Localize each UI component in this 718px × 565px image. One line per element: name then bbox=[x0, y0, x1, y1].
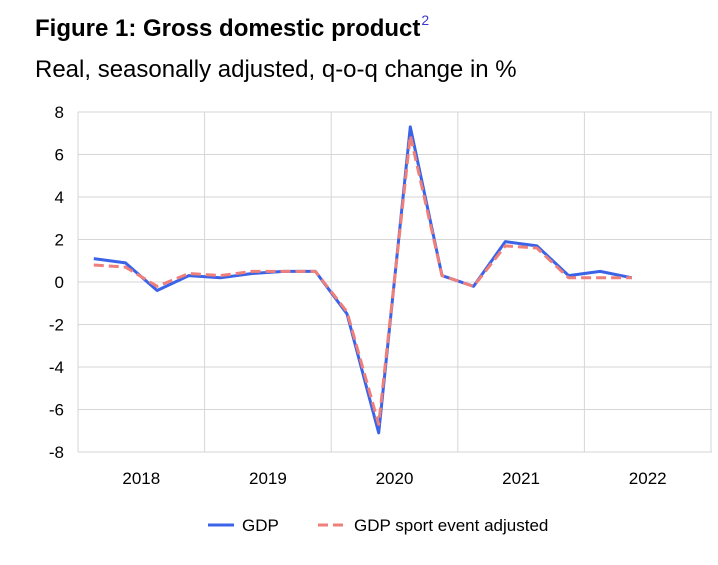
x-tick-label: 2020 bbox=[376, 469, 414, 488]
y-tick-label: 2 bbox=[55, 231, 64, 250]
adjusted-series-line bbox=[93, 133, 632, 426]
y-tick-label: 4 bbox=[55, 188, 64, 207]
grid-lines bbox=[77, 111, 712, 453]
gdp-series-line bbox=[93, 125, 633, 435]
y-axis-ticks: 8 6 4 2 0 -2 -4 -6 -8 bbox=[49, 103, 64, 462]
y-tick-label: -2 bbox=[49, 316, 64, 335]
x-tick-label: 2018 bbox=[122, 469, 160, 488]
chart-subtitle: Real, seasonally adjusted, q-o-q change … bbox=[35, 56, 517, 83]
chart-title: Figure 1: Gross domestic product2 bbox=[35, 12, 430, 42]
x-tick-label: 2019 bbox=[249, 469, 287, 488]
y-tick-label: -6 bbox=[49, 401, 64, 420]
x-tick-label: 2021 bbox=[502, 469, 540, 488]
legend-adjusted-label: GDP sport event adjusted bbox=[354, 516, 548, 535]
y-tick-label: -4 bbox=[49, 358, 64, 377]
x-axis-ticks: 2018 2019 2020 2021 2022 bbox=[122, 469, 666, 488]
y-tick-label: 8 bbox=[55, 103, 64, 122]
y-tick-label: -8 bbox=[49, 443, 64, 462]
legend-gdp: GDP bbox=[208, 516, 279, 535]
legend-gdp-label: GDP bbox=[242, 516, 279, 535]
x-tick-label: 2022 bbox=[629, 469, 667, 488]
legend: GDP GDP sport event adjusted bbox=[208, 516, 548, 535]
footnote-marker[interactable]: 2 bbox=[421, 12, 430, 28]
legend-adjusted: GDP sport event adjusted bbox=[318, 516, 548, 535]
y-tick-label: 6 bbox=[55, 146, 64, 165]
y-tick-label: 0 bbox=[55, 273, 64, 292]
series-lines bbox=[93, 125, 633, 435]
